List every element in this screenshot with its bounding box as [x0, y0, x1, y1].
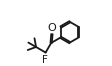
Text: O: O [48, 23, 56, 33]
Text: F: F [42, 55, 48, 65]
